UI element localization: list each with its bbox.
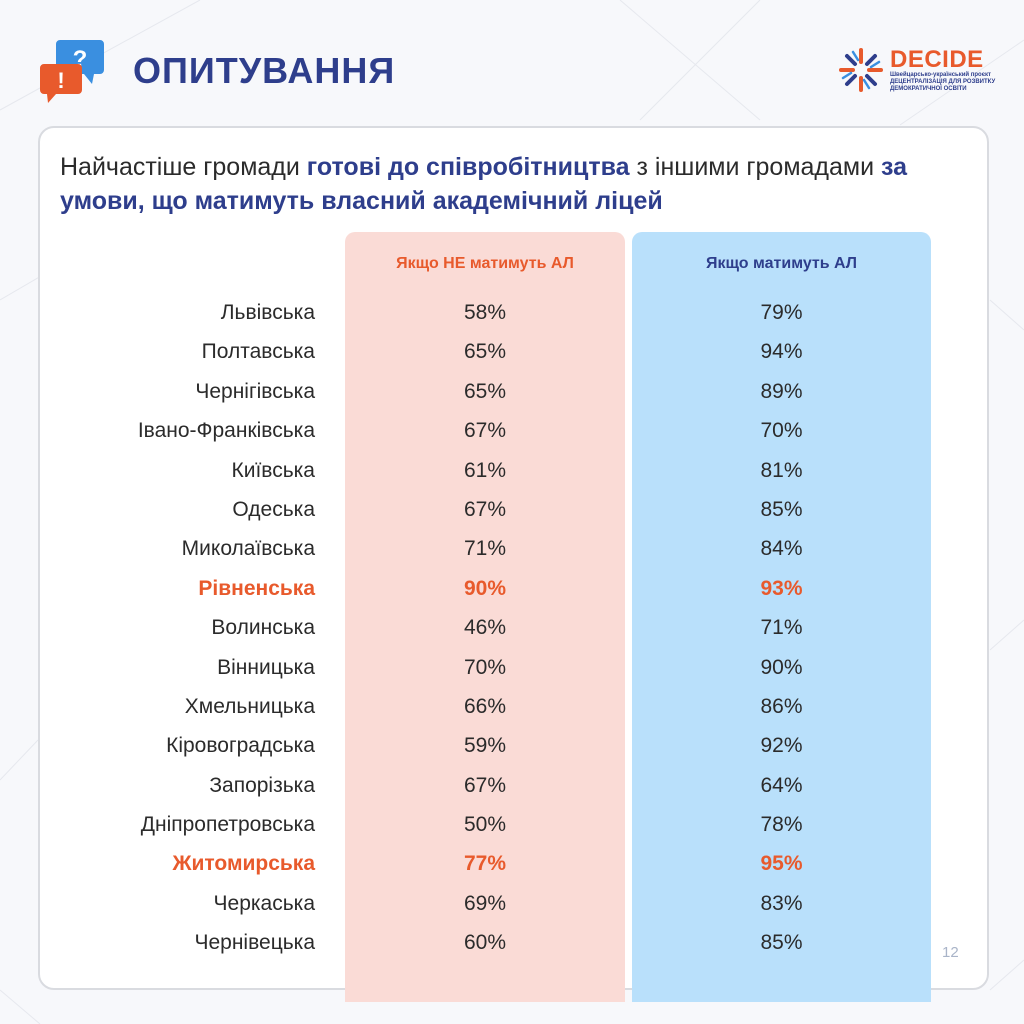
region-name: Кіровоградська [166,734,315,758]
table-row: Волинська 46% 71% [0,610,1024,649]
value-with: 86% [760,694,803,718]
region-name: Івано-Франківська [137,419,315,443]
value-with: 94% [760,340,803,364]
table-row: Львівська 58% 79% [0,295,1024,334]
value-with: 92% [760,734,803,758]
table-row: Полтавська 65% 94% [0,334,1024,373]
value-without: 61% [463,458,507,482]
value-without: 66% [463,694,507,718]
value-without: 67% [463,419,507,443]
table-row: Рівненська 90% 93% [0,571,1024,610]
region-name: Полтавська [201,340,315,364]
value-with: 89% [760,379,803,403]
region-name: Дніпропетровська [140,813,315,837]
region-name: Київська [231,458,316,482]
value-with: 70% [760,419,803,443]
value-without: 65% [463,340,507,364]
value-without: 69% [463,891,507,915]
logo-subtitle-line: Швейцарсько-український проєкт [890,72,991,78]
value-with: 78% [760,813,803,837]
heading-text: Найчастіше громади [60,153,307,181]
value-with: 84% [760,537,803,561]
table-row: Черкаська 69% 83% [0,886,1024,925]
region-name: Чернігівська [195,379,315,403]
region-name: Чернівецька [194,931,315,955]
table-row: Вінницька 70% 90% [0,650,1024,689]
region-name: Рівненська [198,576,315,600]
value-without: 58% [463,301,507,324]
value-without: 67% [463,497,507,521]
value-with: 71% [760,616,803,640]
heading-text: з іншими громадами [629,153,882,181]
value-without: 65% [463,379,507,403]
value-with: 79% [760,301,803,324]
value-with: 93% [760,576,803,600]
region-name: Одеська [232,497,315,521]
page-number: 12 [942,944,959,961]
table-row: Хмельницька 66% 86% [0,689,1024,728]
region-name: Запорізька [209,773,315,797]
logo-name: DECIDE [890,46,984,73]
table-row: Миколаївська 71% 84% [0,531,1024,570]
value-without: 90% [463,576,507,600]
svg-text:!: ! [57,68,64,93]
table-row: Чернігівська 65% 89% [0,374,1024,413]
value-without: 50% [463,813,507,837]
page-title: ОПИТУВАННЯ [133,50,396,91]
value-with: 95% [760,852,803,876]
region-name: Житомирська [172,852,316,876]
table-row: Житомирська 77% 95% [0,846,1024,885]
value-without: 70% [463,655,507,679]
heading-highlight: за умови, що матимуть власний академічни… [60,153,908,215]
value-without: 46% [463,616,507,640]
column-without-background [345,232,625,1002]
value-without: 67% [463,773,507,797]
value-with: 90% [760,655,803,679]
region-name: Черкаська [213,891,315,915]
region-name: Волинська [211,616,315,640]
region-name: Вінницька [217,655,315,679]
card-heading: Найчастіше громади готові до співробітни… [60,150,970,218]
heading-highlight: готові до співробітництва [306,153,630,181]
table-row: Київська 61% 81% [0,453,1024,492]
column-with-background [632,232,931,1002]
table-row: Кіровоградська 59% 92% [0,728,1024,767]
table-row: Дніпропетровська 50% 78% [0,807,1024,846]
region-name: Хмельницька [184,694,315,718]
logo-subtitle-line: ДЕЦЕНТРАЛІЗАЦІЯ ДЛЯ РОЗВИТКУ [890,79,996,85]
value-with: 64% [760,773,803,797]
region-name: Львівська [220,301,315,324]
table-row: Запорізька 67% 64% [0,768,1024,807]
table-row: Чернівецька 60% 85% [0,925,1024,964]
value-with: 81% [760,458,803,482]
table-row: Одеська 67% 85% [0,492,1024,531]
speech-bubbles-question-exclamation-icon: ? ! [40,40,104,103]
logo-subtitle-line: ДЕМОКРАТИЧНОЇ ОСВІТИ [890,86,967,92]
column-header-without: Якщо НЕ матимуть АЛ [396,255,574,272]
value-without: 71% [463,537,507,561]
value-without: 59% [463,734,507,758]
value-without: 60% [463,931,507,955]
table-row: Івано-Франківська 67% 70% [0,413,1024,452]
decide-snowflake-logo-icon [839,48,883,92]
regions-table: Львівська 58% 79% Полтавська 65% 94% Чернігівс… [0,295,1024,965]
value-with: 85% [760,497,803,521]
value-with: 83% [760,891,803,915]
value-without: 77% [463,852,507,876]
region-name: Миколаївська [181,537,315,561]
column-header-with: Якщо матимуть АЛ [705,255,858,272]
value-with: 85% [760,931,803,955]
logo-subtitle: Швейцарсько-український проєкт ДЕЦЕНТРАЛ… [890,72,1000,93]
